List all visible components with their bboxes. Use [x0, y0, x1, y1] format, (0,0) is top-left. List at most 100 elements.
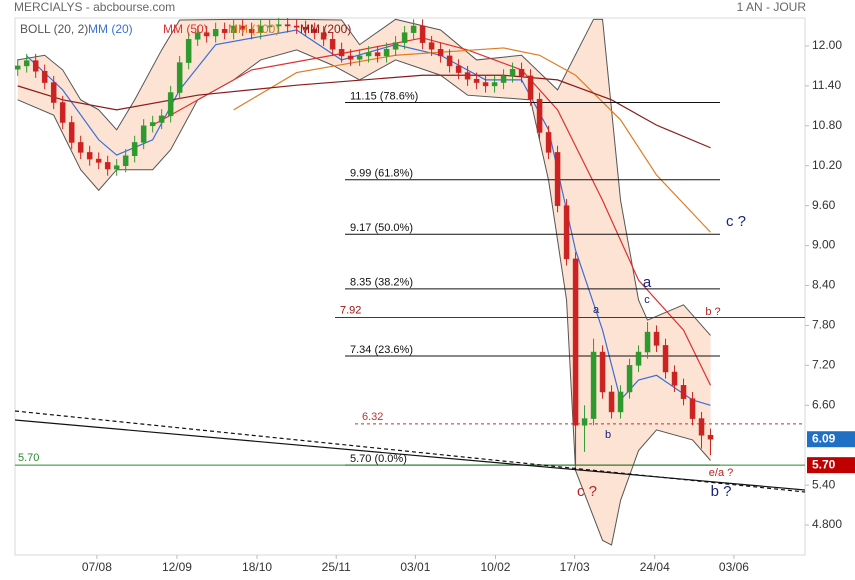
legend-entry: MM (20)	[88, 22, 133, 36]
candle-body	[302, 27, 309, 30]
wave-annotation: c ?	[577, 483, 597, 500]
candle-body	[41, 70, 48, 83]
candle-body	[104, 162, 111, 170]
candle-body	[140, 125, 147, 143]
candle-body	[113, 165, 120, 170]
moving-average-line	[233, 47, 711, 233]
candle-body	[275, 24, 282, 27]
price-tag-label: 5.70	[812, 457, 836, 471]
x-tick-label: 17/03	[560, 560, 590, 574]
fibonacci-label: 9.17 (50.0%)	[350, 222, 413, 234]
y-tick-label: 7.80	[812, 318, 836, 332]
x-tick-label: 24/04	[640, 560, 670, 574]
price-level-label: 5.70	[18, 452, 39, 464]
candle-body	[158, 115, 165, 123]
x-tick-label: 10/02	[480, 560, 510, 574]
y-tick-label: 12.00	[812, 38, 842, 52]
candle-body	[77, 142, 84, 153]
candle-body	[284, 24, 291, 27]
candle-body	[131, 142, 138, 156]
overlay-layer: 12.00 11.40 10.80 10.20 9.60 9.00 8.40 7.80 7.20…	[18, 22, 855, 574]
candle-body	[149, 122, 156, 127]
candle-body	[230, 25, 237, 33]
candle-body	[86, 152, 93, 160]
candle-body	[608, 391, 615, 413]
wave-annotation: a	[643, 274, 652, 291]
candle-body	[518, 68, 525, 77]
candle-body	[680, 385, 687, 399]
legend-entry: MM (50)	[163, 22, 208, 36]
candle-body	[266, 25, 273, 28]
candle-body	[446, 55, 453, 67]
candle-body	[482, 82, 489, 87]
legend-entry: MM (100)	[228, 22, 279, 36]
bollinger-upper	[17, 18, 711, 336]
candle-body	[50, 82, 57, 103]
candle-body	[455, 65, 462, 73]
y-tick-label: 8.40	[812, 278, 836, 292]
fibonacci-label: 9.99 (61.8%)	[350, 168, 413, 180]
legend-entry: MM (200)	[300, 22, 351, 36]
candle-body	[527, 75, 534, 100]
candle-body	[248, 29, 255, 33]
fibonacci-label: 8.35 (38.2%)	[350, 277, 413, 289]
legend-entry: BOLL (20, 2)	[20, 22, 88, 36]
candle-body	[410, 25, 417, 33]
wave-annotation: a	[593, 304, 600, 316]
candle-body	[428, 42, 435, 50]
trend-line-dashed	[14, 410, 806, 493]
candle-body	[707, 434, 714, 440]
wave-annotation: c ?	[726, 213, 746, 230]
x-tick-label: 12/09	[162, 560, 192, 574]
candle-body	[347, 55, 354, 60]
price-tag	[807, 431, 855, 448]
wave-annotation: e/a ?	[709, 467, 733, 479]
wave-annotation: c	[644, 294, 650, 306]
candle-body	[167, 92, 174, 117]
candle-body	[311, 29, 318, 33]
candle-body	[221, 29, 228, 33]
bollinger-fill	[17, 19, 711, 546]
candle-body	[257, 25, 264, 33]
y-tick-label: 7.20	[812, 358, 836, 372]
bollinger-lower	[17, 49, 711, 546]
candle-body	[356, 55, 363, 60]
candle-body	[176, 62, 183, 93]
candle-body	[464, 72, 471, 80]
candle-body	[419, 25, 426, 43]
candle-body	[32, 60, 39, 72]
candle-body	[689, 398, 696, 419]
candle-body	[338, 49, 345, 57]
y-tick-label: 4.800	[812, 517, 842, 531]
candle-body	[626, 365, 633, 393]
candle-body	[473, 78, 480, 83]
chart-title: MERCIALYS - abcbourse.com	[14, 0, 175, 14]
moving-average-line	[17, 74, 711, 149]
candle-body	[509, 68, 516, 77]
period-label: 1 AN - JOUR	[737, 0, 807, 14]
y-tick-label: 5.40	[812, 477, 836, 491]
y-tick-label: 6.60	[812, 397, 836, 411]
price-level-label: 6.32	[362, 411, 383, 423]
candle-body	[374, 52, 381, 57]
candle-body	[437, 49, 444, 57]
price-tag-label: 6.09	[812, 431, 836, 445]
candle-body	[599, 351, 606, 393]
candle-body	[68, 122, 75, 143]
plot-frame	[14, 17, 806, 556]
candle-body	[392, 42, 399, 50]
candle-body	[122, 155, 129, 166]
candle-body	[563, 205, 570, 260]
y-tick-label: 10.20	[812, 158, 842, 172]
candle-body	[536, 98, 543, 133]
candle-body	[401, 32, 408, 43]
candle-layer	[14, 18, 714, 466]
candle-body	[572, 258, 579, 426]
candle-body	[662, 345, 669, 373]
x-tick-label: 03/01	[400, 560, 430, 574]
y-tick-label: 11.40	[812, 78, 841, 92]
candle-body	[329, 39, 336, 50]
fibonacci-label: 5.70 (0.0%)	[350, 453, 407, 465]
candle-body	[95, 158, 102, 163]
